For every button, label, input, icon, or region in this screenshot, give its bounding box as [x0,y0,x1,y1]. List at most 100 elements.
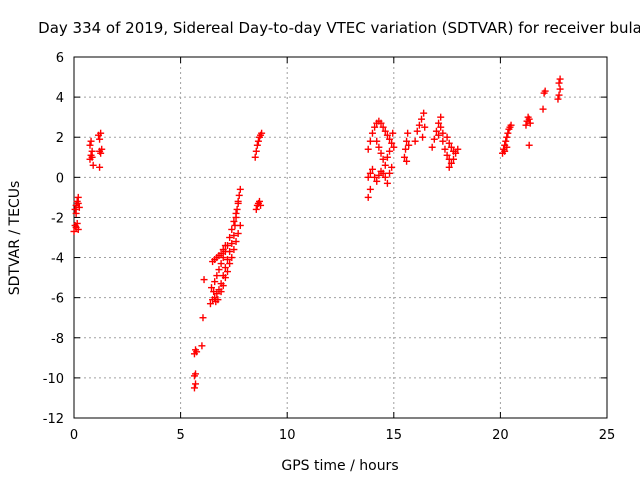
data-point [221,274,229,282]
data-point [226,260,234,268]
data-point [556,75,564,83]
data-point [364,173,372,181]
data-point [98,145,106,153]
data-point [413,127,421,135]
data-point [405,141,413,149]
data-point [386,169,394,177]
data-point [226,234,234,241]
data-point [503,143,511,151]
y-tick-label: -4 [51,252,64,267]
data-point [233,205,241,213]
data-point [381,161,389,169]
data-point [258,129,266,137]
data-point [221,242,229,250]
data-point [447,143,455,151]
data-point [255,197,263,205]
data-point [379,155,387,163]
grid-lines [74,57,607,418]
data-point [371,173,379,181]
data-point [437,113,445,121]
data-point [430,135,438,143]
data-point [555,91,563,99]
data-point [224,256,232,264]
data-point [251,153,259,161]
data-point [400,153,408,161]
x-tick-label: 25 [599,428,616,443]
data-point [214,296,222,304]
data-point [373,137,381,145]
data-point [381,173,389,181]
y-tick-label: 0 [56,171,64,186]
data-point [366,137,374,145]
y-tick-label: -6 [51,292,64,307]
data-point [366,185,374,193]
data-point [236,185,244,193]
x-tick-label: 0 [70,428,78,443]
data-point [507,121,515,129]
data-point [373,177,381,185]
data-point [390,143,398,151]
data-point [252,147,260,155]
data-point [217,260,225,268]
data-point [554,95,562,103]
data-point [368,129,376,137]
data-points [70,75,564,392]
data-point [88,153,96,161]
data-point [379,169,387,177]
data-point [74,193,82,201]
data-point [73,219,81,227]
data-point [383,153,391,161]
data-point [379,123,387,131]
data-point [221,264,229,272]
data-point [215,266,223,274]
data-point [97,129,105,137]
data-point [257,201,265,209]
data-point [449,155,457,163]
data-point [230,246,238,254]
data-point [445,139,453,147]
axis-ticks: 0 5 10 15 20 25 -12 -10 -8 -6 -4 -2 0 2 4 6 [43,51,616,443]
data-point [232,238,240,246]
data-point [228,225,236,233]
data-point [89,161,97,169]
data-point [435,131,443,139]
y-tick-label: 6 [56,51,64,66]
data-point [74,199,82,207]
data-point [193,348,201,356]
data-point [364,145,372,153]
data-point [447,159,455,167]
x-tick-label: 20 [492,428,509,443]
data-point [87,137,95,145]
data-point [210,288,218,296]
data-point [449,147,457,155]
data-point [199,314,207,322]
data-point [525,141,533,149]
data-point [224,268,232,276]
data-point [388,139,396,147]
data-point [208,284,216,292]
data-point [70,227,78,235]
data-point [418,115,426,123]
x-axis-label: GPS time / hours [281,458,398,474]
data-point [437,123,445,131]
data-point [404,129,412,137]
data-point [445,163,453,171]
data-point [228,240,236,248]
data-point [432,127,440,135]
data-point [526,119,534,127]
data-point [439,129,447,137]
data-point [504,129,512,137]
data-point [72,209,80,217]
data-point [443,151,451,159]
data-point [96,135,104,143]
data-point [96,163,104,171]
data-point [219,254,227,262]
data-point [389,129,397,137]
data-point [377,149,385,157]
data-point [419,133,427,141]
plot-frame [73,56,608,419]
data-point [236,221,244,229]
data-point [415,121,423,129]
chart-title: Day 334 of 2019, Sidereal Day-to-day VTE… [38,19,640,37]
data-point [439,137,447,145]
